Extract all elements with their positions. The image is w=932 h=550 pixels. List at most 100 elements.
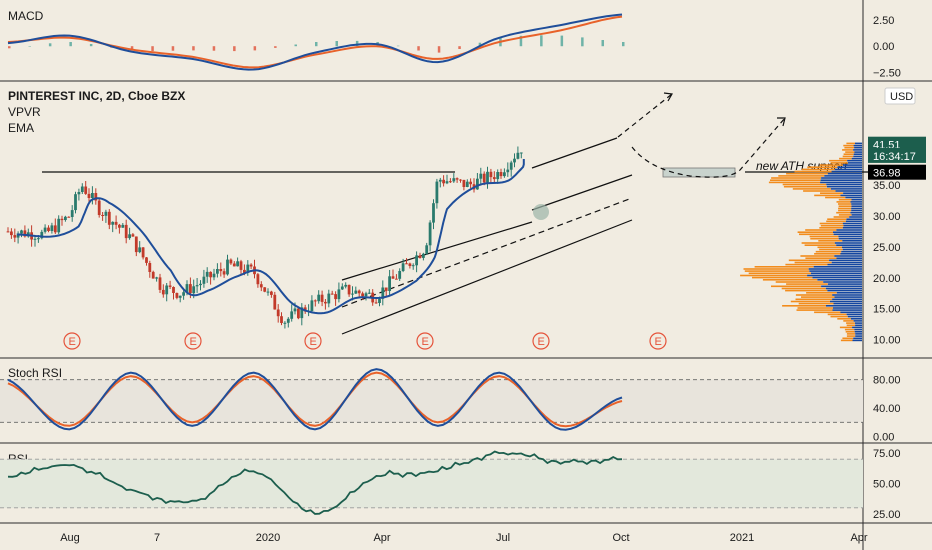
candle (313, 300, 317, 302)
stoch-rsi-title: Stoch RSI (8, 366, 62, 380)
candle (408, 263, 412, 266)
candle (74, 194, 77, 211)
candle (367, 292, 371, 294)
volume-bar-down (832, 298, 862, 301)
volume-bar-up (814, 311, 841, 314)
volume-bar-down (826, 183, 862, 186)
volume-bar-up (820, 224, 844, 227)
volume-bar-up (846, 333, 856, 335)
candle (293, 308, 297, 312)
volume-bar-down (813, 266, 862, 268)
volume-bar-down (854, 322, 862, 324)
volume-bar-down (830, 300, 862, 303)
candle (33, 238, 37, 240)
candle (310, 300, 314, 311)
candle (459, 179, 462, 181)
candle (13, 235, 17, 238)
candle (243, 269, 246, 273)
volume-bar-down (851, 203, 862, 205)
candle (64, 216, 67, 220)
volume-bar-up (810, 237, 839, 240)
candle (57, 218, 61, 233)
candle (449, 181, 452, 183)
volume-bar-up (806, 292, 837, 294)
candle (486, 171, 489, 183)
candle (134, 236, 138, 253)
macd-y-tick-label: 0.00 (873, 41, 894, 53)
volume-bar-up (754, 266, 814, 268)
volume-bar-up (785, 289, 828, 292)
volume-bar-down (850, 211, 862, 214)
candle (141, 247, 145, 258)
macd-y-tick-label: −2.50 (873, 68, 901, 80)
volume-bar-down (843, 224, 862, 227)
indicator-vpvr-label: VPVR (8, 105, 41, 119)
x-tick-label: Apr (850, 532, 867, 544)
volume-bar-up (817, 246, 842, 249)
macd-histogram-bar (560, 35, 564, 47)
flag-lower-line (531, 174, 633, 211)
candle (145, 257, 148, 263)
volume-bar-down (840, 311, 862, 314)
volume-bar-down (843, 192, 862, 194)
stoch-rsi-layer (0, 368, 863, 431)
volume-bar-up (803, 190, 836, 192)
volume-bar-up (827, 313, 847, 316)
volume-bar-up (786, 283, 828, 285)
macd-histogram-bar (622, 42, 625, 47)
volume-bar-down (840, 194, 862, 197)
volume-bar-down (838, 237, 862, 240)
candle (492, 177, 496, 180)
volume-bar-down (827, 172, 862, 175)
macd-histogram-bar (253, 46, 257, 51)
volume-bar-down (825, 287, 862, 290)
volume-bar-up (795, 298, 833, 301)
volume-bar-up (778, 175, 825, 177)
candle (185, 284, 189, 293)
candle (465, 181, 469, 187)
candle (172, 287, 175, 293)
volume-bar-up (842, 155, 854, 158)
volume-bar-up (797, 231, 833, 233)
volume-bar-down (837, 166, 862, 168)
volume-bar-up (838, 207, 852, 210)
volume-bar-up (794, 170, 832, 173)
volume-bar-down (854, 146, 862, 149)
candle (361, 293, 364, 297)
volume-bar-down (836, 229, 862, 231)
currency-button[interactable]: USD (884, 87, 916, 105)
arrowhead-icon (663, 92, 673, 102)
macd-histogram-bar (581, 37, 584, 47)
volume-bar-up (748, 272, 811, 275)
volume-bar-down (835, 190, 862, 192)
volume-bar-down (855, 142, 862, 145)
x-axis: Aug 7 2020 Apr Jul Oct 2021 Apr (60, 532, 868, 544)
macd-histogram-bar (519, 35, 523, 47)
volume-bar-up (825, 196, 846, 199)
volume-bar-down (850, 318, 862, 320)
volume-bar-down (851, 214, 862, 216)
volume-bar-down (847, 162, 862, 164)
candle (161, 289, 165, 295)
price-layer (6, 146, 525, 329)
volume-bar-down (855, 333, 862, 335)
candle (118, 224, 121, 228)
candle (259, 284, 263, 288)
flag-upper-line (531, 137, 618, 169)
earnings-marker-icon (416, 332, 434, 350)
volume-bar-up (844, 328, 855, 331)
volume-bar-up (844, 146, 855, 149)
volume-bar-up (797, 307, 833, 309)
volume-bar-down (854, 328, 862, 331)
candle (10, 231, 13, 236)
indicator-ema-label: EMA (8, 121, 34, 135)
x-tick-label: Oct (612, 532, 629, 544)
candle (415, 255, 418, 266)
macd-histogram-bar (28, 46, 31, 47)
volume-bar-down (824, 175, 862, 177)
earnings-marker-label: E (655, 336, 662, 348)
volume-bar-up (805, 229, 837, 231)
volume-bar-down (851, 205, 862, 207)
candle (70, 210, 74, 217)
x-tick-label: 7 (154, 532, 160, 544)
